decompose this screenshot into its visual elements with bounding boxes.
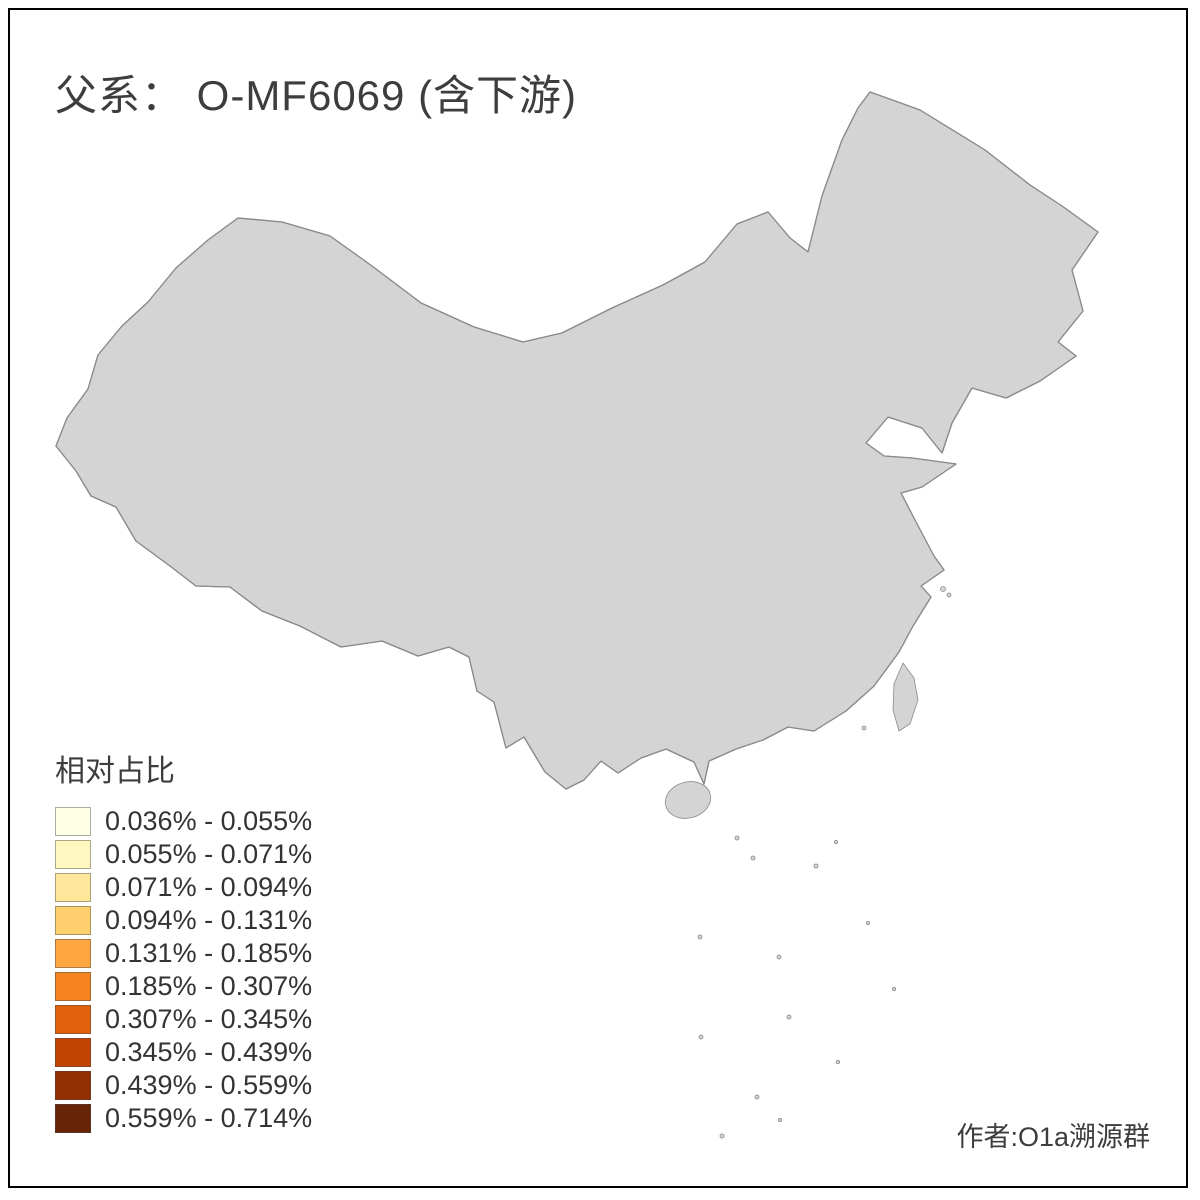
legend-swatch [55, 906, 91, 935]
legend-row: 0.055% - 0.071% [55, 839, 312, 870]
legend-label: 0.559% - 0.714% [105, 1103, 313, 1133]
islands [664, 586, 952, 1139]
legend-label: 0.071% - 0.094% [105, 872, 313, 902]
legend-row: 0.036% - 0.055% [55, 806, 312, 837]
sea-islet [834, 840, 839, 845]
legend-row: 0.439% - 0.559% [55, 1070, 312, 1101]
sea-islet [813, 863, 819, 869]
page-title: 父系： O-MF6069 (含下游) [55, 72, 578, 119]
legend-label: 0.439% - 0.559% [105, 1070, 313, 1100]
legend-swatch [55, 807, 91, 836]
sea-islet [866, 921, 871, 926]
legend: 相对占比 0.036% - 0.055% 0.055% - 0.071% 0.071… [55, 746, 312, 1136]
legend-row: 0.559% - 0.714% [55, 1103, 312, 1134]
sea-islet [754, 1094, 760, 1100]
author-credit: 作者:O1a溯源群 [956, 1122, 1150, 1152]
coastal-islet [946, 592, 952, 598]
sea-islet [734, 835, 740, 841]
legend-row: 0.345% - 0.439% [55, 1037, 312, 1068]
legend-swatch [55, 1038, 91, 1067]
legend-row: 0.185% - 0.307% [55, 971, 312, 1002]
legend-swatch [55, 873, 91, 902]
legend-row: 0.094% - 0.131% [55, 905, 312, 936]
sea-islet [778, 1118, 783, 1123]
mainland-outline [55, 91, 1099, 790]
sea-islet [892, 987, 897, 992]
legend-swatch [55, 972, 91, 1001]
penghu-islet [861, 725, 867, 731]
legend-label: 0.345% - 0.439% [105, 1037, 313, 1067]
legend-label: 0.036% - 0.055% [105, 806, 313, 836]
sea-islet [697, 934, 703, 940]
sea-islet [698, 1034, 704, 1040]
hainan-island [664, 781, 712, 819]
legend-title: 相对占比 [55, 755, 175, 788]
sea-islet [776, 954, 782, 960]
sea-islet [719, 1133, 725, 1139]
legend-label: 0.185% - 0.307% [105, 971, 313, 1001]
legend-swatch [55, 1005, 91, 1034]
legend-swatch [55, 1104, 91, 1133]
legend-swatch [55, 840, 91, 869]
coastal-islet [940, 586, 946, 592]
sea-islet [750, 855, 756, 861]
sea-islet [786, 1014, 792, 1020]
sea-islet [836, 1060, 841, 1065]
legend-swatch [55, 1071, 91, 1100]
legend-rows: 0.036% - 0.055% 0.055% - 0.071% 0.071% - 0… [55, 806, 312, 1134]
legend-swatch [55, 939, 91, 968]
taiwan-island [892, 662, 919, 732]
legend-label: 0.094% - 0.131% [105, 905, 313, 935]
legend-row: 0.307% - 0.345% [55, 1004, 312, 1035]
legend-label: 0.055% - 0.071% [105, 839, 313, 869]
legend-label: 0.307% - 0.345% [105, 1004, 313, 1034]
legend-row: 0.131% - 0.185% [55, 938, 312, 969]
legend-row: 0.071% - 0.094% [55, 872, 312, 903]
legend-label: 0.131% - 0.185% [105, 938, 313, 968]
